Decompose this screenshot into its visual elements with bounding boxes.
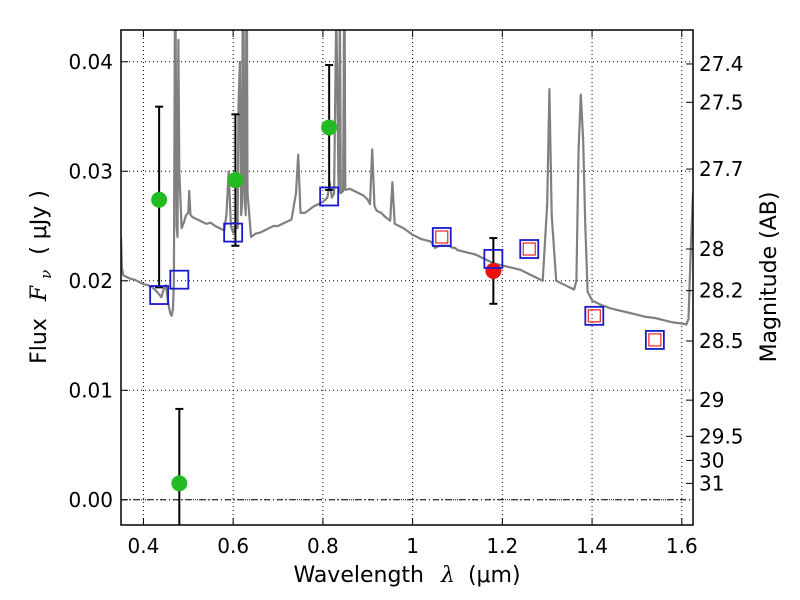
mag-tick-label: 29.5	[699, 424, 744, 448]
x-tick-label: 1.4	[576, 534, 608, 558]
y-axis-label: Flux F ν ( μJy )	[27, 190, 57, 364]
y-tick-label: 0.02	[68, 269, 113, 293]
model-square	[584, 305, 605, 326]
x-axis-label: Wavelength λ (μm)	[293, 563, 520, 588]
mag-tick-label: 27.5	[699, 90, 744, 114]
model-square	[149, 285, 170, 305]
mag-tick-label: 27.4	[699, 52, 744, 76]
mag-tick-label: 28	[699, 237, 724, 261]
y-tick-label: 0.00	[68, 488, 113, 512]
data-point	[321, 119, 338, 136]
model-inner-square	[648, 333, 662, 347]
axis-ticks	[121, 30, 693, 525]
model-square	[519, 239, 540, 259]
x-tick-label: 1.6	[666, 534, 698, 558]
model-inner-square	[522, 242, 536, 256]
photometry-markers	[149, 64, 665, 525]
data-point	[171, 475, 188, 492]
model-inner-square	[435, 230, 449, 244]
x-tick-label: 1.2	[486, 534, 518, 558]
mag-tick-label: 27.7	[699, 157, 744, 181]
model-square	[169, 269, 190, 290]
y-tick-label: 0.03	[68, 159, 113, 183]
data-point	[151, 191, 168, 208]
x-tick-label: 0.4	[128, 534, 160, 558]
model-square	[223, 222, 244, 243]
sed-model-series	[121, 30, 693, 326]
data-point	[485, 262, 502, 279]
mag-tick-label: 28.5	[699, 329, 744, 353]
x-tick-label: 0.8	[307, 534, 339, 558]
plot-frame	[120, 29, 694, 526]
y-tick-label: 0.04	[68, 50, 113, 74]
mag-tick-label: 30	[699, 448, 724, 472]
model-square	[644, 330, 665, 350]
mag-tick-label: 29	[699, 388, 724, 412]
sed-model-line	[121, 30, 693, 326]
data-point	[227, 172, 244, 189]
grid-lines	[121, 30, 693, 525]
model-inner-square	[587, 309, 601, 323]
y-tick-label: 0.01	[68, 378, 113, 402]
model-square	[483, 248, 504, 269]
model-square	[319, 186, 340, 207]
mag-tick-label: 28.2	[699, 279, 744, 303]
y2-axis-label: Magnitude (AB)	[757, 192, 782, 363]
axis-tick-labels: 0.4 0.6 0.8 1 1.2 1.4 1.6 0.00 0.01 0.02 0.03 0.04 2…	[68, 50, 743, 558]
model-square	[431, 227, 452, 247]
x-tick-label: 0.6	[217, 534, 249, 558]
x-tick-label: 1	[406, 534, 419, 558]
mag-tick-label: 31	[699, 471, 724, 495]
